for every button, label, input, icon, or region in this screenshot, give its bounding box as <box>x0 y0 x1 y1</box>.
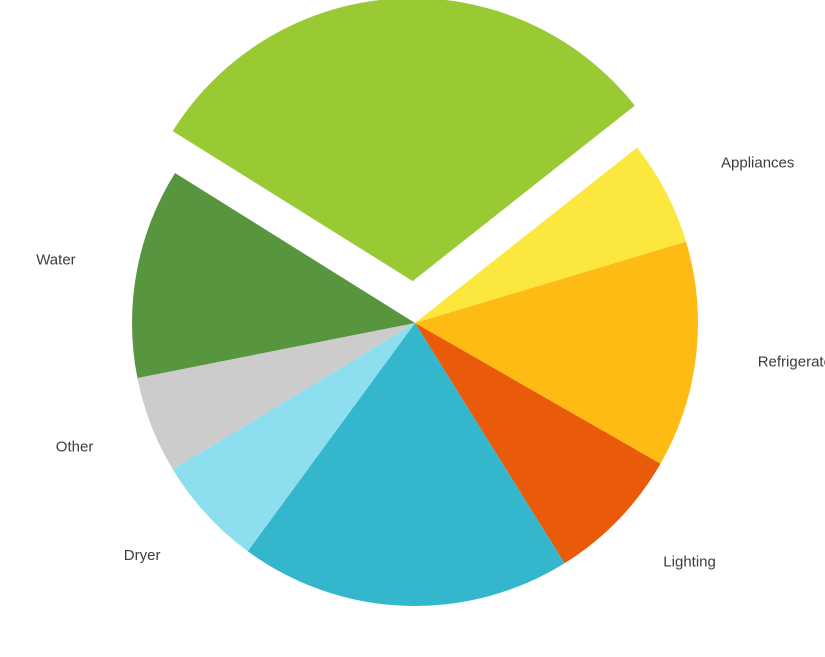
pie-slice-appliances <box>415 147 687 323</box>
pie-label-other: Other <box>56 439 94 456</box>
pie-slice-dishwasher <box>247 323 565 606</box>
pie-label-lighting: Lighting <box>663 553 716 570</box>
labels-layer: HeatingAppliancesRefrigeratorLightingDis… <box>36 155 825 571</box>
pie-label-water: Water <box>36 252 75 269</box>
pie-label-refrigerator: Refrigerator <box>758 353 825 370</box>
slices-layer <box>131 0 698 606</box>
pie-slice-refrigerator <box>415 241 698 464</box>
pie-slice-lighting <box>415 323 661 564</box>
pie-slice-water <box>131 173 415 379</box>
pie-slice-other <box>137 323 415 470</box>
pie-label-dryer: Dryer <box>124 547 161 564</box>
pie-slice-heating <box>172 0 635 282</box>
pie-label-appliances: Appliances <box>721 155 794 172</box>
pie-slice-dryer <box>172 323 415 552</box>
